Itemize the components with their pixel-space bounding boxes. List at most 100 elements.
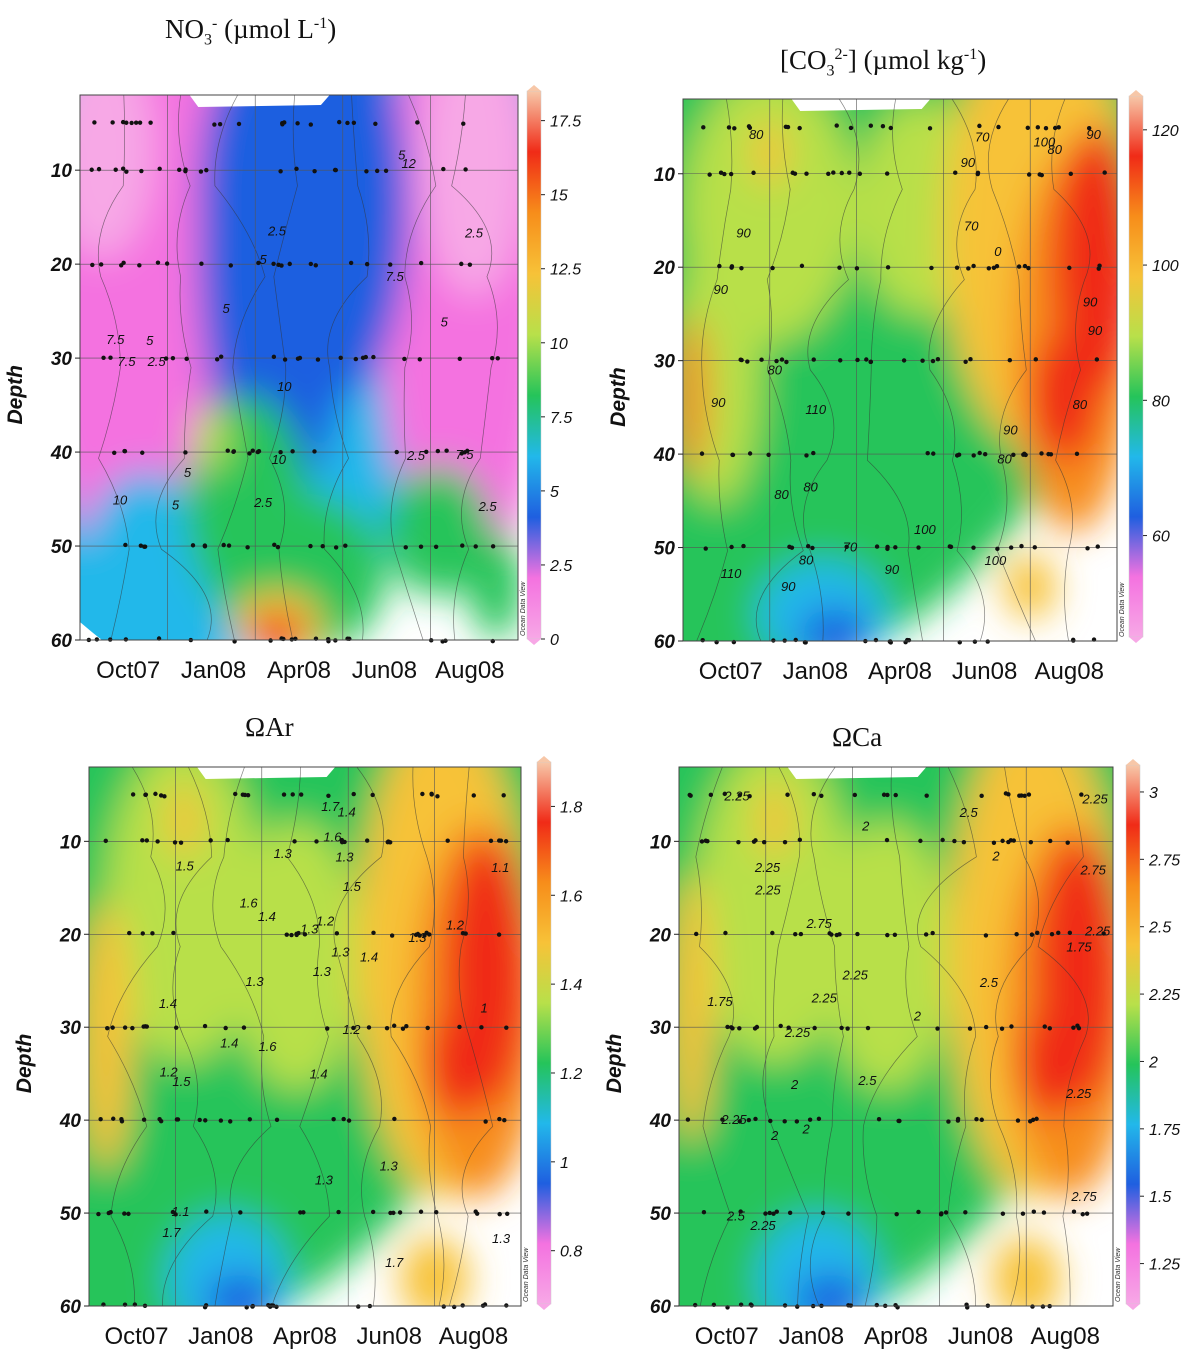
sample-point [1003, 791, 1009, 796]
sample-point [241, 1025, 247, 1030]
contour-line [990, 767, 1039, 1306]
sample-point [854, 266, 860, 271]
y-axis-label: Depth [603, 1034, 626, 1094]
sample-point [394, 449, 399, 455]
sample-point [935, 1026, 940, 1031]
sample-point [463, 931, 468, 936]
sample-point [371, 930, 376, 935]
plot-frame [79, 94, 519, 641]
sample-point [143, 792, 149, 797]
sample-point [1007, 358, 1013, 363]
contour-label: 80 [749, 127, 764, 142]
sample-point [144, 838, 150, 843]
sample-point [503, 839, 509, 844]
contour-label: 2 [913, 1008, 922, 1023]
sample-point [197, 1117, 202, 1123]
sample-point [313, 263, 318, 268]
sample-point [761, 840, 767, 845]
sample-point [746, 1117, 752, 1123]
sample-point [336, 1209, 341, 1215]
sample-point [333, 167, 338, 173]
panel-title: ΩCa [832, 722, 882, 753]
contour-label: 2.75 [1070, 1189, 1097, 1204]
sample-point [901, 358, 907, 363]
watermark: Ocean Data View [1119, 582, 1126, 637]
sample-point [812, 1025, 817, 1031]
y-tick-label: 40 [59, 1111, 82, 1132]
sample-point [751, 839, 757, 844]
sample-point [885, 932, 890, 938]
x-tick-label: Oct07 [96, 657, 160, 684]
sample-point [157, 1116, 162, 1122]
y-tick-label: 60 [654, 632, 676, 653]
sample-point [1065, 840, 1070, 845]
contour-label: 1.3 [300, 922, 319, 937]
contour-line [214, 95, 266, 640]
sample-point [225, 837, 230, 843]
sample-point [105, 1026, 110, 1031]
sample-point [811, 357, 816, 362]
sample-point [425, 1025, 430, 1031]
sample-point [940, 837, 945, 843]
sample-point [722, 171, 727, 177]
sample-point [312, 449, 317, 454]
sample-point [434, 1209, 439, 1215]
sample-point [820, 1210, 826, 1216]
sample-point [779, 357, 785, 362]
sample-point [1014, 932, 1019, 937]
sample-point [852, 792, 858, 798]
contour-label: 90 [713, 282, 728, 297]
sample-point [905, 637, 910, 643]
contour-label: 2.25 [1081, 792, 1108, 807]
x-tick-label: Jan08 [181, 657, 246, 684]
sample-point [155, 839, 160, 844]
sample-point [164, 261, 170, 266]
sample-point [174, 1117, 180, 1122]
sample-point [451, 1304, 457, 1310]
y-tick-label: 40 [649, 1111, 672, 1132]
panel-title: [CO32-] (µmol kg-1) [780, 45, 986, 80]
sample-point [364, 169, 369, 174]
sample-point [1008, 545, 1014, 550]
sample-point [925, 450, 930, 456]
sample-point [816, 1116, 822, 1122]
sample-point [1026, 792, 1032, 797]
sample-point [847, 170, 852, 175]
y-tick-label: 20 [653, 258, 676, 279]
y-tick-label: 20 [59, 925, 82, 946]
sample-point [122, 1211, 127, 1216]
sample-point [967, 1026, 973, 1031]
sample-point [1029, 932, 1035, 937]
sample-point [774, 1209, 779, 1214]
x-tick-label: Aug08 [439, 1323, 508, 1350]
colorbar-tick-label: 1.2 [560, 1066, 582, 1083]
sample-point [363, 354, 368, 360]
sample-point [946, 1119, 951, 1124]
contour-line [269, 95, 298, 640]
colorbar-tick-label: 1.5 [1149, 1189, 1171, 1206]
contour-label: 80 [1048, 142, 1063, 157]
sample-point [857, 171, 863, 176]
sample-point [433, 544, 439, 549]
contour-line [390, 95, 437, 640]
sample-point [443, 638, 448, 643]
sample-point [504, 1303, 509, 1308]
contour-label: 2.25 [1065, 1086, 1092, 1101]
contour-line [1037, 767, 1089, 1306]
sample-point [729, 264, 735, 269]
sample-point [729, 544, 734, 550]
sample-point [374, 168, 380, 174]
sample-point [739, 266, 744, 271]
sample-point [916, 545, 921, 550]
sample-point [281, 792, 287, 797]
contour-line [862, 767, 918, 1306]
sample-point [271, 261, 276, 266]
sample-point [218, 1118, 224, 1123]
contour-label: 2 [770, 1128, 779, 1143]
sample-point [868, 359, 873, 365]
sample-point [457, 356, 463, 361]
sample-point [137, 263, 142, 268]
sample-point [282, 357, 288, 362]
sample-point [228, 263, 233, 268]
